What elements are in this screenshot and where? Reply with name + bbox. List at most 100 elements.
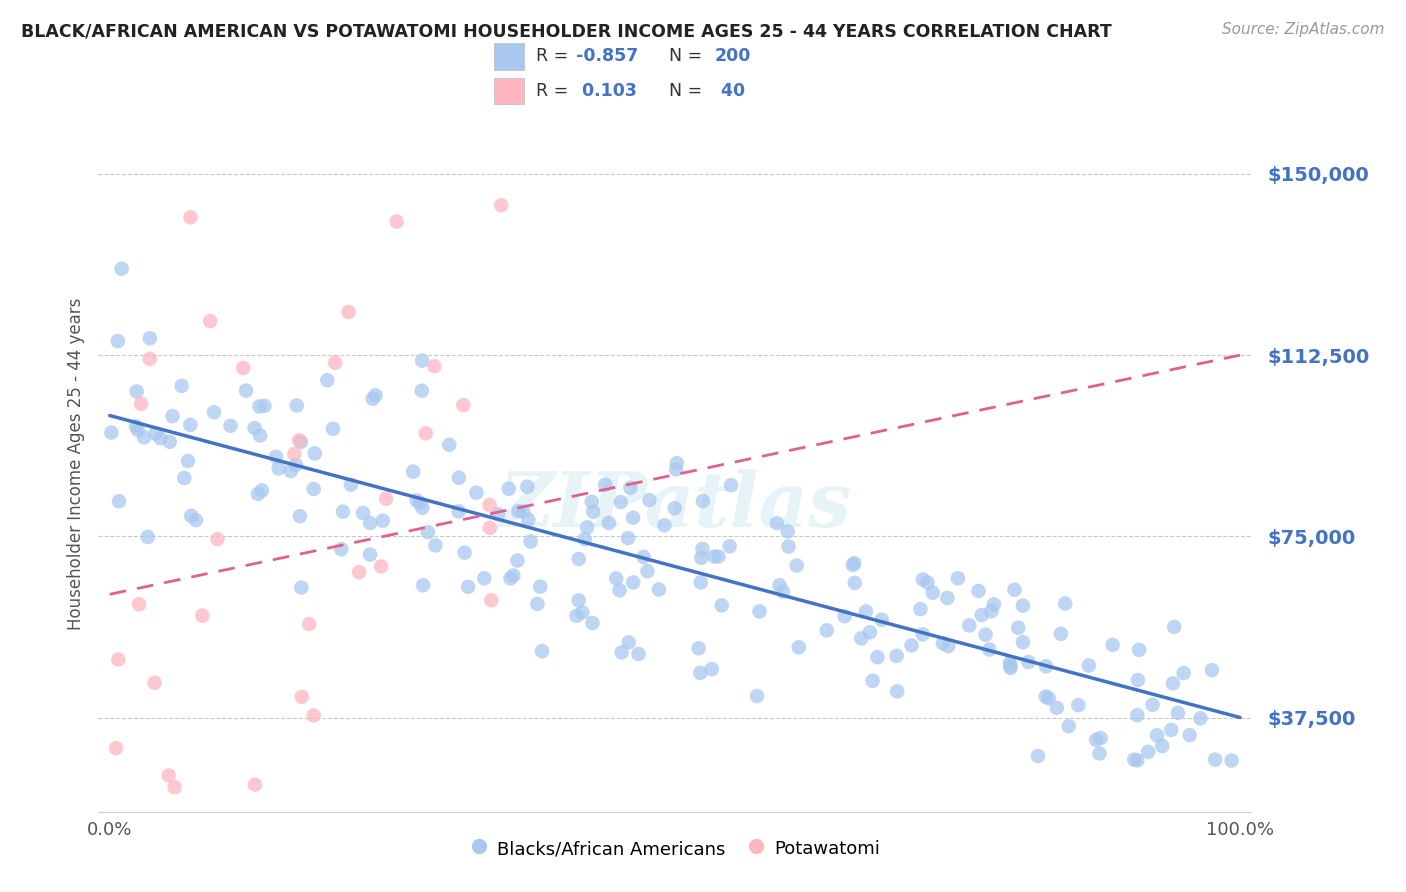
- Point: [862, 673, 884, 688]
- Point: [302, 708, 325, 723]
- Point: [529, 580, 551, 594]
- Point: [100, 425, 122, 440]
- Text: 40: 40: [714, 82, 745, 100]
- Text: -0.857: -0.857: [576, 47, 638, 65]
- Point: [1101, 638, 1123, 652]
- Point: [519, 534, 541, 549]
- Point: [946, 571, 969, 585]
- Point: [983, 598, 1005, 612]
- Point: [707, 549, 730, 564]
- Point: [291, 690, 314, 704]
- Point: [710, 599, 733, 613]
- Point: [842, 558, 865, 572]
- Point: [246, 487, 269, 501]
- Point: [1050, 627, 1073, 641]
- Point: [179, 417, 201, 432]
- Point: [337, 305, 360, 319]
- Point: [851, 632, 873, 646]
- Point: [638, 493, 661, 508]
- Point: [105, 741, 128, 756]
- Point: [1067, 698, 1090, 712]
- Point: [700, 662, 723, 676]
- Point: [703, 549, 725, 564]
- Point: [1012, 635, 1035, 649]
- Point: [745, 689, 768, 703]
- Point: [447, 504, 470, 518]
- Point: [412, 578, 434, 592]
- Point: [316, 373, 339, 387]
- Point: [405, 493, 427, 508]
- Point: [690, 550, 713, 565]
- Point: [111, 261, 134, 276]
- Text: 200: 200: [714, 47, 751, 65]
- Point: [1146, 728, 1168, 742]
- Point: [1090, 731, 1112, 745]
- Point: [375, 491, 398, 506]
- Point: [1142, 698, 1164, 712]
- Point: [609, 583, 631, 598]
- Point: [359, 548, 381, 562]
- Point: [768, 578, 790, 592]
- Point: [568, 593, 591, 607]
- Point: [157, 768, 180, 782]
- Point: [512, 505, 534, 519]
- FancyBboxPatch shape: [494, 44, 524, 70]
- Point: [1085, 732, 1108, 747]
- Point: [502, 568, 524, 582]
- Point: [290, 434, 312, 449]
- Point: [1167, 706, 1189, 720]
- Point: [198, 314, 221, 328]
- Point: [571, 606, 593, 620]
- Point: [264, 450, 287, 464]
- Point: [107, 334, 129, 348]
- Point: [617, 635, 640, 649]
- Point: [1004, 582, 1026, 597]
- Point: [499, 571, 522, 585]
- Point: [748, 604, 770, 618]
- Point: [911, 573, 934, 587]
- Legend: Blacks/African Americans, Potawatomi: Blacks/African Americans, Potawatomi: [463, 831, 887, 865]
- Point: [149, 431, 172, 445]
- Point: [1026, 749, 1049, 764]
- Point: [125, 419, 148, 434]
- Point: [1035, 659, 1057, 673]
- Point: [980, 604, 1002, 618]
- Point: [173, 471, 195, 485]
- Point: [489, 198, 512, 212]
- Point: [855, 604, 877, 618]
- Point: [290, 581, 312, 595]
- Point: [610, 495, 633, 509]
- Point: [921, 586, 943, 600]
- Point: [1204, 753, 1226, 767]
- Text: 0.103: 0.103: [576, 82, 637, 100]
- Point: [593, 477, 616, 491]
- Point: [322, 422, 344, 436]
- Point: [304, 446, 326, 460]
- Point: [478, 498, 501, 512]
- Point: [243, 421, 266, 435]
- Point: [917, 575, 939, 590]
- Point: [457, 580, 479, 594]
- Point: [957, 618, 980, 632]
- Point: [207, 532, 229, 546]
- Point: [772, 584, 794, 599]
- Point: [478, 521, 501, 535]
- Point: [568, 552, 591, 566]
- Point: [128, 597, 150, 611]
- Text: ZIPatlas: ZIPatlas: [498, 468, 852, 542]
- Point: [285, 399, 308, 413]
- Point: [859, 625, 882, 640]
- Point: [364, 388, 387, 402]
- Point: [936, 639, 959, 653]
- Point: [581, 615, 603, 630]
- Point: [453, 398, 475, 412]
- Point: [134, 430, 156, 444]
- Point: [1088, 747, 1111, 761]
- Point: [1126, 708, 1149, 723]
- Point: [621, 510, 644, 524]
- Point: [776, 524, 799, 539]
- Point: [139, 331, 162, 345]
- Point: [692, 541, 714, 556]
- Point: [108, 494, 131, 508]
- Point: [486, 507, 509, 521]
